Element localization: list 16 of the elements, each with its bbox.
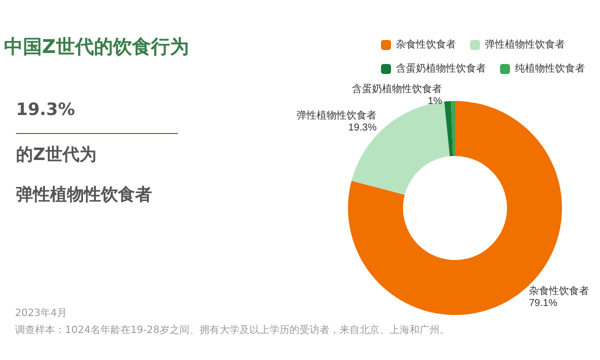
- legend-label: 纯植物性饮食者: [515, 62, 585, 74]
- text: 19.3%: [16, 100, 75, 120]
- slice-label: 杂食性饮食者: [528, 285, 589, 298]
- slice-label: 弹性植物性饮食者: [296, 110, 377, 122]
- text: 2023年4月: [15, 307, 67, 320]
- text: 的Z世代为: [16, 144, 96, 166]
- legend-label: 杂食性饮食者: [396, 38, 456, 50]
- legend-label: 含蛋奶植物性饮食者: [396, 62, 486, 74]
- legend-label: 弹性植物性饮食者: [485, 38, 565, 50]
- text: 中国Z世代的饮食行为: [4, 35, 189, 60]
- slice-label: 含蛋奶植物性饮食者: [352, 82, 442, 95]
- data-label: 79.1%: [528, 298, 558, 310]
- data-label: 19.3%: [348, 122, 377, 134]
- text: 调查样本：1024名年龄在19-28岁之间、拥有大学及以上学历的受访者，来自北京、上海和广州。: [15, 324, 450, 337]
- text: 弹性植物性饮食者: [16, 184, 152, 206]
- data-label: 1%: [428, 96, 442, 107]
